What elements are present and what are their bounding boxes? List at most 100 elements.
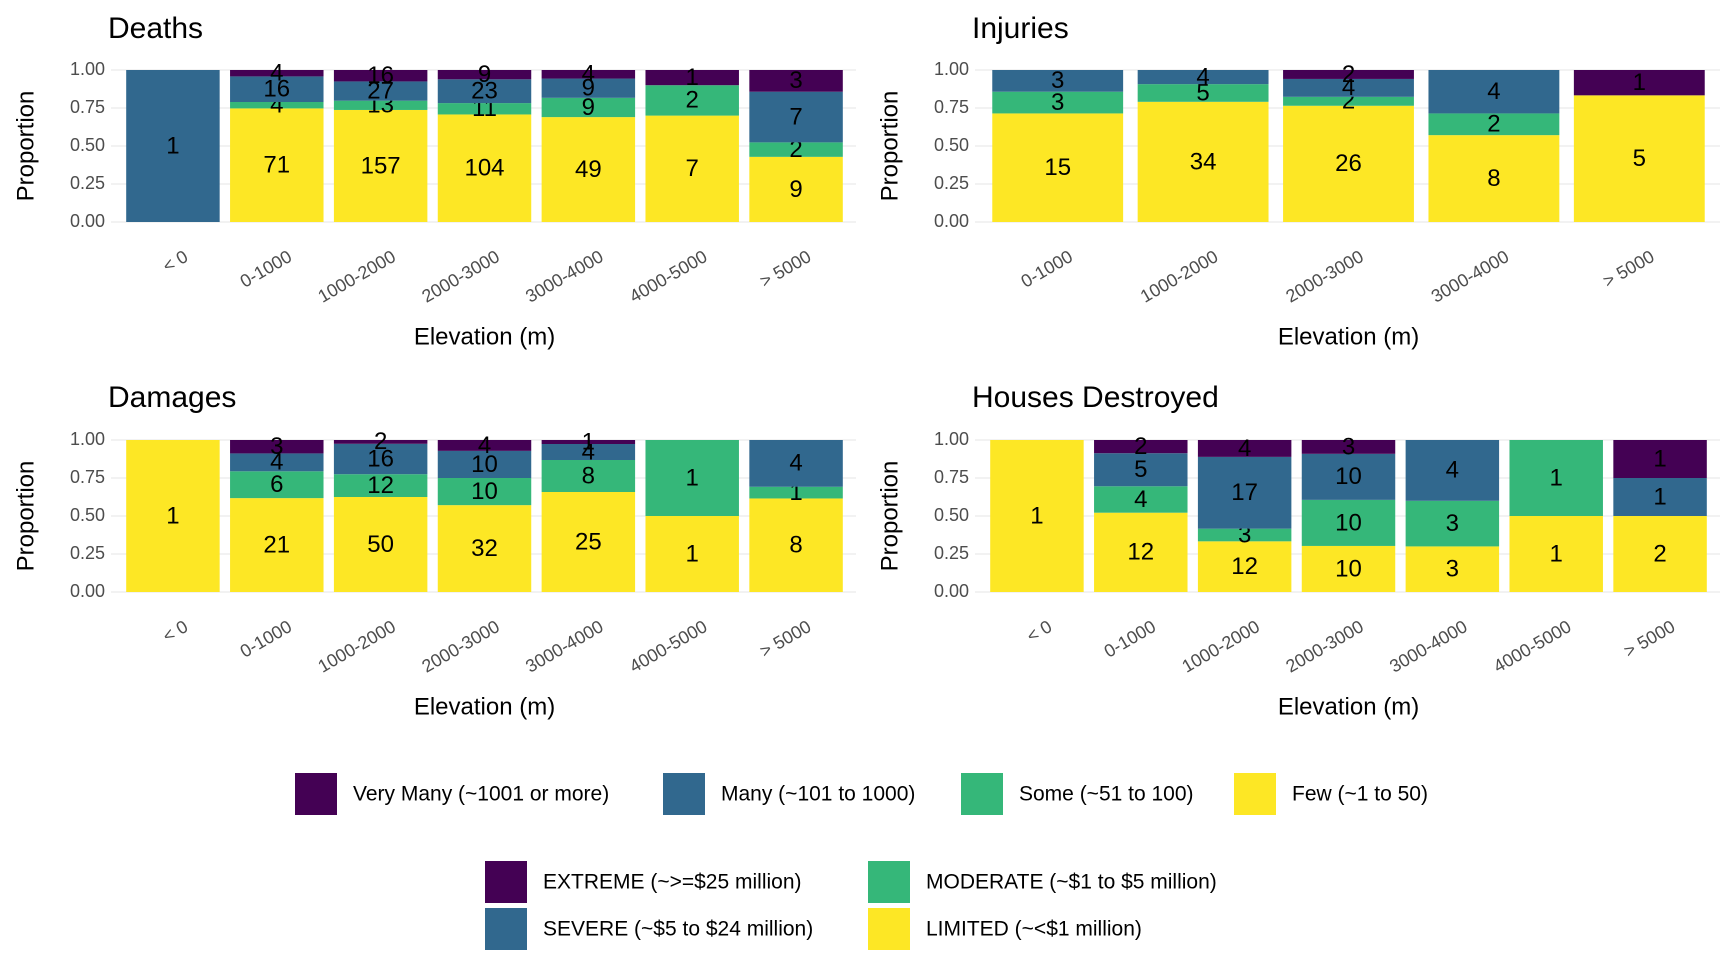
data-label: 15	[1044, 154, 1071, 181]
y-tick-label: 0.75	[934, 467, 969, 487]
data-label: 9	[478, 61, 491, 88]
bar-segment	[749, 91, 843, 143]
x-tick-label: < 0	[159, 616, 191, 646]
y-axis-title: Proportion	[876, 91, 903, 202]
data-label: 2	[374, 428, 387, 455]
data-label: 4	[1134, 486, 1147, 513]
bar-segment	[990, 440, 1084, 592]
data-label: 10	[1335, 509, 1362, 536]
y-tick-label: 1.00	[70, 59, 105, 79]
data-label: 1	[686, 540, 699, 567]
bar-segment	[437, 103, 532, 115]
bar-segment	[749, 156, 843, 222]
data-label: 3	[1051, 89, 1064, 116]
bar-segment	[230, 76, 324, 102]
data-label: 12	[367, 472, 394, 499]
x-axis-title: Elevation (m)	[414, 693, 555, 720]
x-tick-label: 3000-4000	[1386, 616, 1471, 676]
bar-segment	[541, 70, 636, 79]
data-label: 4	[1487, 78, 1500, 105]
bar-segment	[749, 70, 843, 92]
bar-segment	[1137, 101, 1269, 222]
bar-segment	[230, 498, 324, 592]
data-label: 7	[789, 103, 802, 130]
bar-segment	[1405, 500, 1500, 547]
x-tick-label: > 5000	[1620, 616, 1678, 661]
bar-segment	[1613, 440, 1707, 478]
bar-segment	[230, 108, 324, 222]
y-tick-label: 0.00	[70, 581, 105, 601]
data-label: 3	[789, 67, 802, 94]
data-label: 32	[471, 535, 498, 562]
y-axis-title: Proportion	[12, 461, 39, 572]
data-label: 71	[263, 152, 290, 179]
bar-segment	[1613, 478, 1707, 516]
x-tick-label: 2000-3000	[1282, 246, 1367, 306]
data-label: 2	[1342, 61, 1355, 88]
data-label: 4	[478, 432, 491, 459]
bar-segment	[437, 450, 532, 478]
bar-segment	[1613, 516, 1707, 592]
bar-segment	[230, 471, 324, 499]
data-label: 3	[270, 433, 283, 460]
y-tick-label: 0.00	[934, 211, 969, 231]
bar-segment	[1301, 545, 1396, 592]
data-label: 4	[582, 438, 595, 465]
x-tick-label: 1000-2000	[1178, 616, 1263, 676]
bar-segment	[230, 440, 324, 454]
bar-segment	[749, 486, 843, 499]
data-label: 1	[1653, 445, 1666, 472]
data-label: 3	[1446, 510, 1459, 537]
data-label: 4	[1342, 74, 1355, 101]
data-label: 10	[1335, 463, 1362, 490]
x-tick-label: 0-1000	[1018, 246, 1077, 291]
data-label: 10	[471, 451, 498, 478]
bar-segment	[437, 79, 532, 104]
bar-segment	[1428, 113, 1560, 136]
data-label: 1	[166, 132, 179, 159]
x-tick-label: 0-1000	[237, 246, 296, 291]
x-tick-label: 3000-4000	[522, 246, 607, 306]
bar-segment	[1283, 78, 1414, 97]
bar-segment	[333, 81, 428, 101]
bar-segment	[1283, 96, 1414, 106]
bar-segment	[333, 440, 428, 444]
y-tick-label: 1.00	[934, 429, 969, 449]
legend-key	[663, 773, 705, 815]
legend-label: SEVERE (~$5 to $24 million)	[543, 918, 813, 941]
bar-segment	[992, 91, 1124, 114]
legend-label: MODERATE (~$1 to $5 million)	[926, 871, 1217, 894]
data-label: 1	[1653, 483, 1666, 510]
x-tick-label: 2000-3000	[1282, 616, 1367, 676]
data-label: 2	[789, 136, 802, 163]
x-tick-label: 4000-5000	[626, 616, 711, 676]
data-label: 7	[686, 155, 699, 182]
data-label: 8	[1487, 165, 1500, 192]
bar-segment	[333, 443, 428, 475]
x-tick-label: 3000-4000	[522, 616, 607, 676]
data-label: 8	[789, 532, 802, 559]
bar-segment	[1405, 546, 1500, 592]
bar-segment	[1197, 440, 1292, 457]
bar-segment	[1301, 440, 1396, 454]
bar-segment	[230, 453, 324, 472]
x-tick-label: > 5000	[756, 246, 814, 291]
data-label: 16	[367, 62, 394, 89]
bar-segment	[333, 100, 428, 110]
data-label: 3	[1446, 556, 1459, 583]
data-label: 4	[1238, 435, 1251, 462]
bar-segment	[1573, 95, 1705, 222]
y-tick-label: 0.25	[934, 173, 969, 193]
data-label: 6	[270, 471, 283, 498]
legend-key	[868, 861, 910, 903]
bar-segment	[1509, 516, 1603, 592]
bar-segment	[645, 115, 739, 222]
y-tick-label: 0.25	[70, 173, 105, 193]
bar-segment	[333, 70, 428, 82]
legend-label: Few (~1 to 50)	[1292, 783, 1428, 806]
bar-segment	[1197, 541, 1292, 592]
data-label: 2	[1487, 111, 1500, 138]
x-axis-title: Elevation (m)	[414, 323, 555, 350]
